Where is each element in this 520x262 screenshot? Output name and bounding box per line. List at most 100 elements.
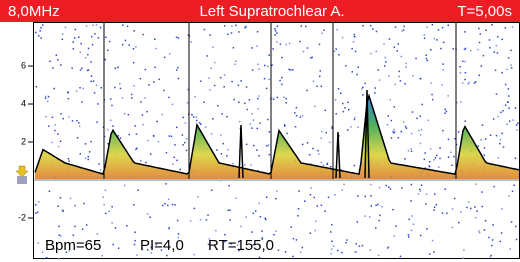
speckle — [85, 158, 87, 160]
speckle — [420, 116, 422, 118]
speckle — [512, 191, 514, 193]
speckle — [431, 94, 433, 96]
speckle — [52, 67, 54, 69]
speckle — [460, 211, 462, 213]
speckle — [173, 157, 175, 159]
speckle — [309, 154, 311, 156]
speckle — [281, 57, 283, 59]
speckle — [345, 242, 347, 244]
speckle — [200, 219, 202, 221]
speckle — [147, 213, 149, 215]
speckle — [476, 183, 478, 185]
speckle — [144, 97, 146, 99]
speckle — [273, 234, 275, 236]
speckle — [155, 48, 157, 50]
speckle — [191, 41, 193, 43]
speckle — [416, 118, 418, 120]
speckle — [284, 125, 286, 127]
speckle — [208, 78, 210, 80]
speckle — [251, 231, 253, 233]
speckle — [446, 111, 448, 113]
speckle — [511, 221, 513, 223]
speckle — [453, 156, 455, 158]
speckle — [327, 163, 329, 165]
speckle — [516, 239, 518, 241]
speckle — [302, 115, 304, 117]
speckle — [214, 62, 216, 64]
speckle — [434, 194, 436, 196]
speckle — [421, 129, 423, 131]
speckle — [105, 213, 107, 215]
speckle — [499, 143, 501, 145]
speckle — [321, 162, 323, 164]
speckle — [46, 257, 48, 259]
speckle — [354, 119, 356, 121]
speckle — [265, 218, 267, 220]
speckle — [227, 149, 229, 151]
speckle — [427, 60, 429, 62]
speckle — [109, 41, 111, 43]
speckle — [389, 99, 391, 101]
speckle — [206, 219, 208, 221]
speckle — [133, 30, 135, 32]
speckle — [223, 143, 225, 145]
speckle — [440, 48, 442, 50]
speckle — [283, 97, 285, 99]
speckle — [439, 158, 441, 160]
speckle — [275, 30, 277, 32]
speckle — [79, 126, 81, 128]
speckle — [468, 201, 470, 203]
speckle — [251, 113, 253, 115]
speckle — [446, 213, 448, 215]
speckle — [147, 140, 149, 142]
speckle — [384, 65, 386, 67]
speckle — [405, 66, 407, 68]
speckle — [485, 30, 487, 32]
speckle — [430, 148, 432, 150]
speckle — [172, 164, 174, 166]
speckle — [166, 255, 168, 256]
speckle — [312, 148, 314, 150]
speckle — [426, 228, 428, 230]
speckle — [246, 86, 248, 88]
speckle — [108, 211, 110, 213]
speckle — [110, 120, 112, 122]
speckle — [229, 219, 231, 221]
speckle — [476, 210, 478, 212]
speckle — [376, 51, 378, 53]
speckle — [329, 142, 331, 144]
speckle — [388, 187, 390, 189]
speckle — [444, 189, 446, 191]
speckle — [103, 204, 105, 206]
speckle — [229, 209, 231, 211]
speckle — [256, 46, 258, 48]
speckle — [96, 121, 98, 123]
speckle — [515, 107, 517, 109]
speckle — [185, 122, 187, 124]
speckle — [484, 147, 486, 149]
speckle — [404, 83, 406, 85]
speckle — [333, 245, 335, 247]
speckle — [296, 115, 298, 117]
speckle — [111, 105, 113, 107]
speckle — [240, 226, 242, 228]
speckle — [448, 25, 450, 27]
speckle — [509, 248, 511, 250]
speckle — [70, 198, 72, 200]
speckle — [234, 64, 236, 66]
speckle — [479, 232, 481, 234]
speckle — [331, 224, 333, 226]
speckle — [394, 106, 396, 108]
speckle — [124, 185, 126, 187]
speckle — [426, 194, 428, 196]
speckle — [357, 127, 359, 129]
speckle — [145, 162, 147, 164]
speckle — [424, 34, 426, 36]
speckle — [79, 87, 81, 89]
speckle — [506, 69, 508, 71]
speckle — [452, 227, 454, 229]
speckle — [78, 122, 80, 124]
speckle — [508, 88, 510, 90]
speckle — [279, 80, 281, 82]
speckle — [200, 80, 202, 82]
